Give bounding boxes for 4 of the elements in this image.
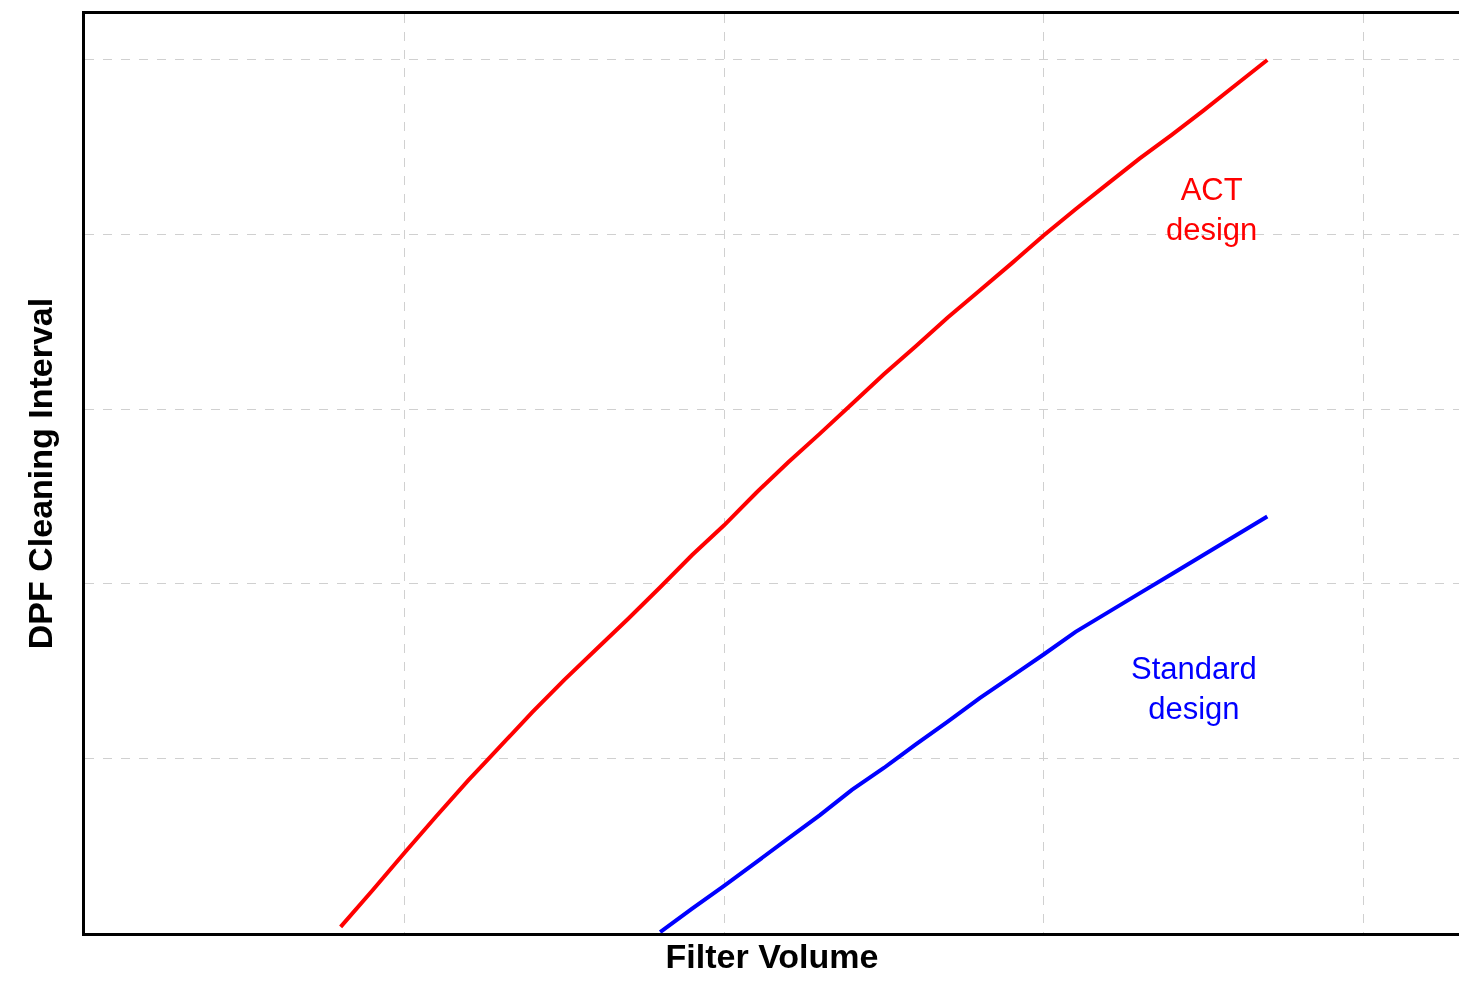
series-label: ACT design [1166, 172, 1258, 248]
y-axis-title: DPF Cleaning Interval [20, 297, 59, 650]
series-label: Standard design [1131, 651, 1257, 727]
x-axis-title: Filter Volume [665, 937, 879, 976]
